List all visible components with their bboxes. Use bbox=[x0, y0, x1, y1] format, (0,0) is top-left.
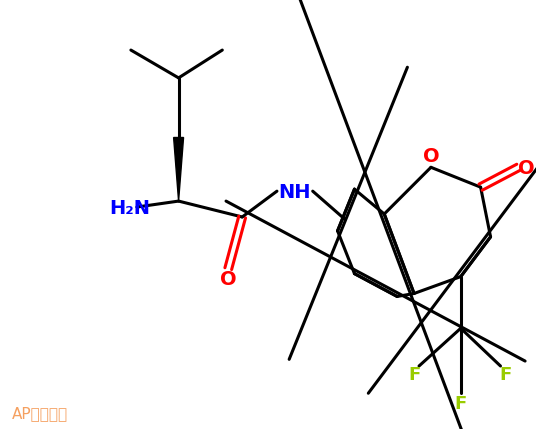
Text: O: O bbox=[423, 147, 439, 166]
Text: O: O bbox=[220, 270, 237, 289]
Text: O: O bbox=[518, 158, 535, 178]
Text: H₂N: H₂N bbox=[109, 198, 150, 217]
Text: AP专肽生物: AP专肽生物 bbox=[12, 405, 68, 420]
Text: NH: NH bbox=[279, 182, 311, 201]
Text: F: F bbox=[455, 394, 467, 412]
Text: F: F bbox=[408, 365, 420, 383]
Text: F: F bbox=[499, 365, 512, 383]
Polygon shape bbox=[174, 138, 183, 202]
